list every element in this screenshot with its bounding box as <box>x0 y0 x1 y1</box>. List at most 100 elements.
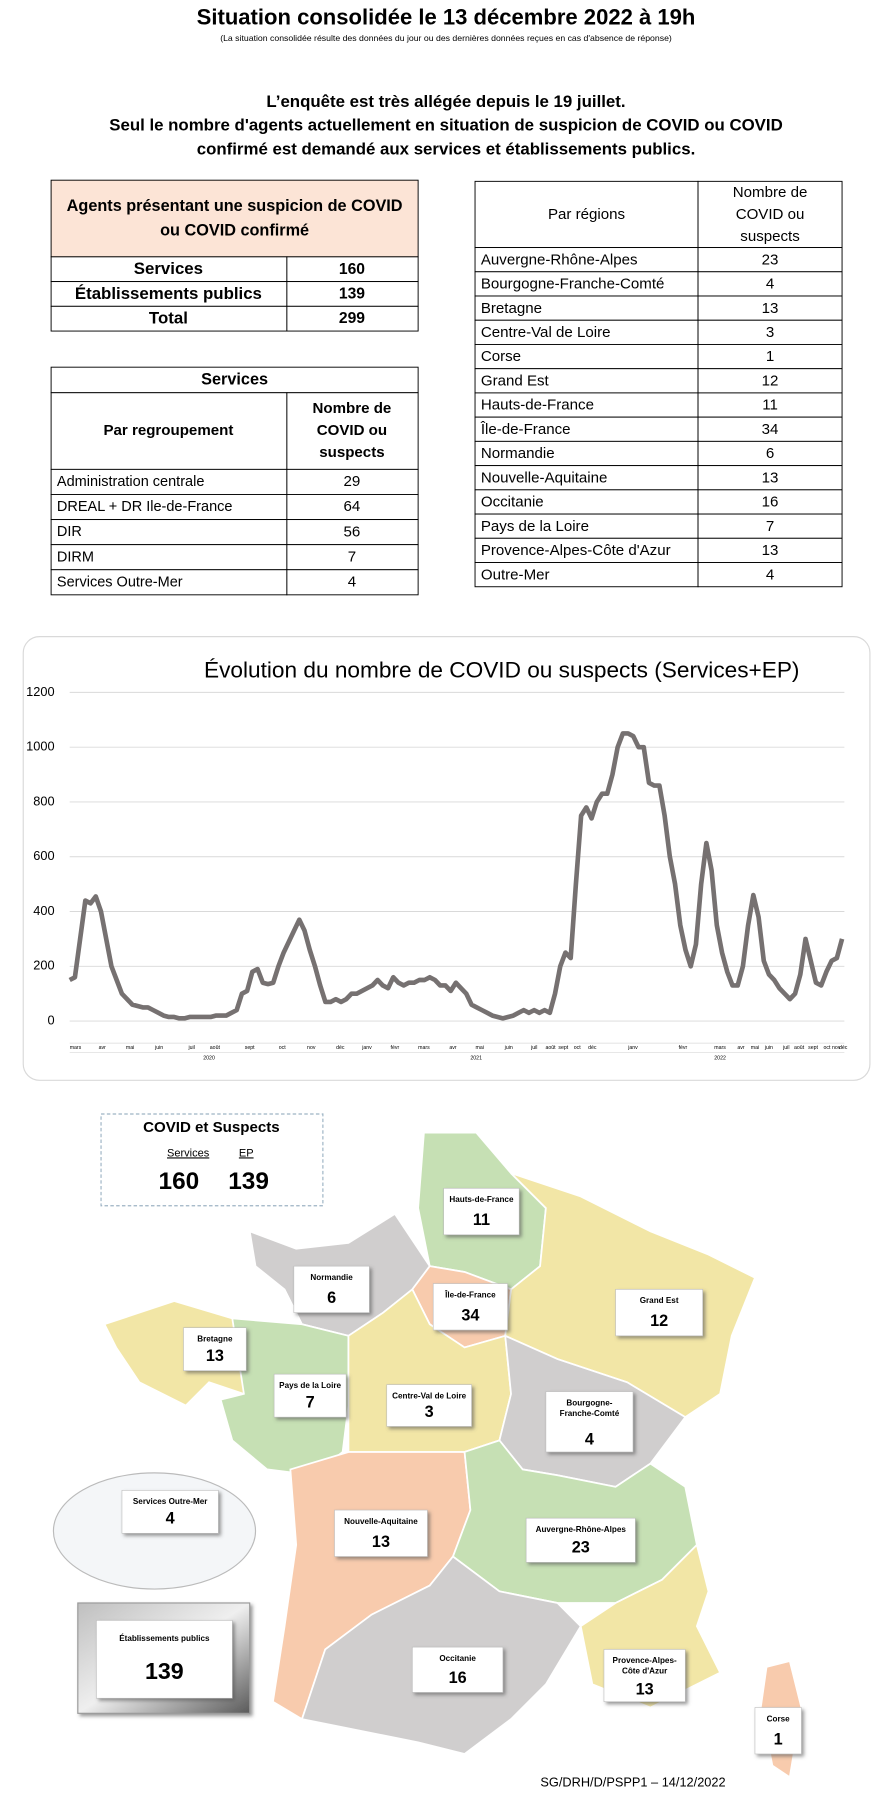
x-year-label: 2022 <box>714 1056 726 1062</box>
region-name: Franche-Comté <box>560 1409 620 1418</box>
legend-value: 160 <box>159 1168 200 1195</box>
table-cell <box>50 519 288 546</box>
x-month-label: avr <box>99 1045 107 1051</box>
region-name: Nouvelle-Aquitaine <box>344 1517 418 1526</box>
region-name: Côte d'Azur <box>622 1667 668 1676</box>
row-label: Centre-Val de Loire <box>481 324 611 341</box>
x-month-label: janv <box>361 1045 372 1051</box>
table-title: Services <box>201 370 268 388</box>
row-label: DIRM <box>57 549 94 565</box>
row-value: 34 <box>762 421 779 438</box>
table-cell <box>286 281 419 307</box>
x-month-label: juin <box>154 1045 163 1051</box>
x-month-label: mars <box>418 1045 430 1051</box>
x-month-label: déc <box>336 1045 345 1051</box>
row-label: Total <box>149 309 188 328</box>
x-month-label: févr <box>679 1045 688 1051</box>
region-name: Occitanie <box>439 1654 476 1663</box>
row-value: 56 <box>344 523 361 540</box>
legend-label: Services <box>167 1147 210 1159</box>
row-value: 139 <box>339 285 365 302</box>
region-value: 139 <box>145 1658 184 1684</box>
data-line <box>68 731 845 1021</box>
intro-line: L’enquête est très allégée depuis le 19 … <box>266 92 625 111</box>
row-label: Bourgogne-Franche-Comté <box>481 276 665 293</box>
row-value: 13 <box>762 300 779 317</box>
table-cell <box>50 366 419 394</box>
row-value: 7 <box>766 518 774 535</box>
x-month-label: août <box>545 1045 556 1051</box>
row-value: 64 <box>344 498 361 515</box>
table-cell <box>474 562 699 588</box>
legend-label: EP <box>239 1147 254 1159</box>
table-cell <box>697 271 843 297</box>
x-month-label: mai <box>475 1045 483 1051</box>
row-label: Services <box>134 259 203 278</box>
x-month-label: mai <box>751 1045 759 1051</box>
row-value: 7 <box>348 548 356 565</box>
x-month-label: mars <box>70 1045 82 1051</box>
region-label-box <box>603 1649 686 1702</box>
x-month-label: nov <box>832 1045 841 1051</box>
region-name: Hauts-de-France <box>449 1195 514 1204</box>
row-value: 4 <box>766 276 774 293</box>
x-month-label: janv <box>627 1045 638 1051</box>
row-label: Nouvelle-Aquitaine <box>481 469 608 486</box>
row-label: Provence-Alpes-Côte d'Azur <box>481 542 671 559</box>
x-month-label: oct <box>574 1045 582 1051</box>
region-value: 13 <box>636 1680 654 1698</box>
row-label: Pays de la Loire <box>481 518 589 535</box>
region-label-box <box>443 1188 520 1236</box>
x-month-label: juil <box>530 1045 537 1051</box>
region-name: Bretagne <box>197 1334 233 1343</box>
table-cell <box>286 569 419 596</box>
row-value: 3 <box>766 324 774 341</box>
table-cell <box>474 440 699 467</box>
column-header: suspects <box>740 228 800 245</box>
table-cell <box>474 465 699 491</box>
row-label: DIR <box>57 524 82 540</box>
y-tick-label: 600 <box>33 848 54 863</box>
table-cell <box>50 281 288 307</box>
region-value: 13 <box>372 1533 390 1551</box>
row-label: Auvergne-Rhône-Alpes <box>481 251 638 268</box>
region-name: Normandie <box>310 1273 353 1282</box>
x-month-label: févr <box>391 1045 400 1051</box>
table-cell <box>286 468 419 495</box>
x-month-label: avr <box>449 1045 457 1051</box>
x-month-label: déc <box>839 1045 848 1051</box>
x-month-label: juin <box>764 1045 773 1051</box>
column-header: COVID ou <box>317 422 387 439</box>
table-header: Agents présentant une suspicion de COVID <box>67 197 403 215</box>
region-name: Services Outre-Mer <box>133 1497 208 1506</box>
region-name: Île-de-France <box>444 1288 496 1299</box>
region-value: 12 <box>650 1312 668 1330</box>
region-label-box <box>183 1327 247 1371</box>
y-tick-label: 800 <box>33 793 54 808</box>
region-name: Corse <box>767 1714 791 1723</box>
region-label-box <box>412 1646 504 1693</box>
table-cell <box>697 247 843 273</box>
table-cell <box>50 179 419 258</box>
y-tick-label: 1000 <box>26 739 54 754</box>
x-month-label: sept <box>245 1045 255 1051</box>
row-value: 16 <box>762 494 779 511</box>
row-value: 6 <box>766 445 774 462</box>
table-cell <box>50 392 288 470</box>
region-value: 11 <box>473 1211 490 1229</box>
y-tick-label: 400 <box>33 903 54 918</box>
region-value: 4 <box>585 1431 594 1449</box>
row-value: 299 <box>339 310 365 327</box>
footer: SG/DRH/D/PSPP1 – 14/12/2022 <box>540 1774 725 1789</box>
region-value: 16 <box>449 1669 467 1687</box>
region-label-box <box>386 1384 472 1427</box>
table-cell <box>697 319 843 345</box>
x-month-label: sept <box>808 1045 818 1051</box>
table-cell <box>50 305 288 332</box>
region-label-box <box>293 1265 370 1313</box>
row-label: Normandie <box>481 445 555 462</box>
row-label: Corse <box>481 348 521 365</box>
table-cell <box>697 295 843 321</box>
row-label: Établissements publics <box>75 284 262 303</box>
